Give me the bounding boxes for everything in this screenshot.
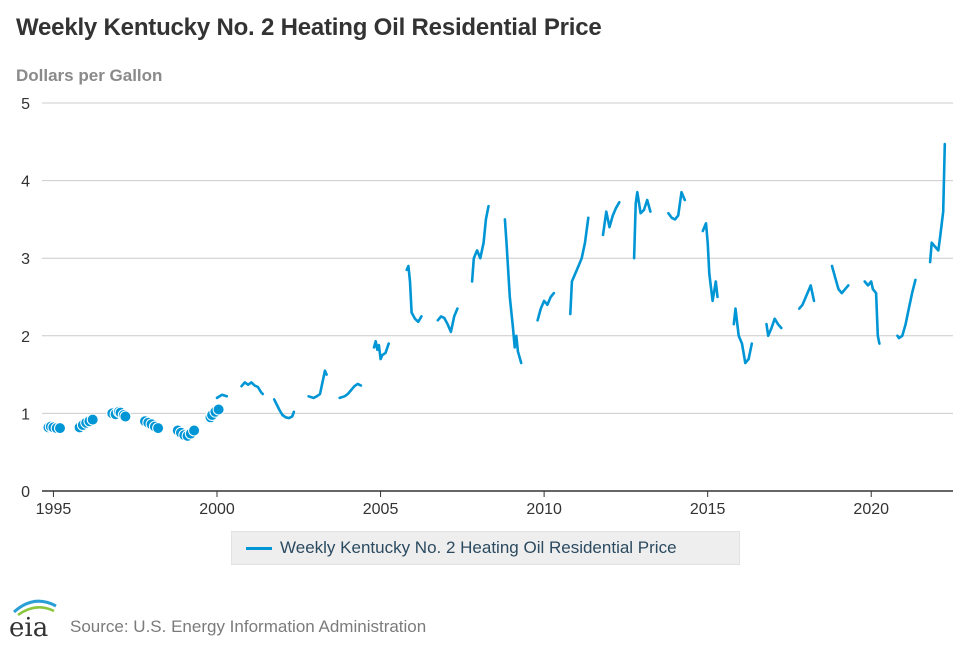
series-line-segment-16 <box>732 307 754 365</box>
series-line-segment-13 <box>632 190 652 260</box>
source-note: Source: U.S. Energy Information Administ… <box>70 617 427 636</box>
y-tick-label: 3 <box>21 251 30 268</box>
y-axis-ticks: 0 1 2 3 4 5 <box>21 96 30 501</box>
series-price <box>42 142 947 442</box>
series-line-segment-18 <box>798 284 816 310</box>
svg-text:eia: eia <box>9 613 48 640</box>
y-tick-label: 5 <box>21 96 30 113</box>
series-line-segment-12 <box>601 201 621 237</box>
series-line-segment-20 <box>863 280 881 345</box>
y-tick-label: 0 <box>21 484 30 501</box>
series-line-segment-19 <box>830 264 850 295</box>
x-tick-label: 2010 <box>526 501 562 518</box>
y-tick-label: 1 <box>21 406 30 423</box>
series-line-segment-11 <box>569 216 590 316</box>
data-point-15 <box>119 410 132 423</box>
chart-title: Weekly Kentucky No. 2 Heating Oil Reside… <box>16 14 602 41</box>
series-line-segment-15 <box>701 222 719 303</box>
data-point-9 <box>86 413 99 426</box>
legend-label: Weekly Kentucky No. 2 Heating Oil Reside… <box>280 538 677 557</box>
series-line-segment-8 <box>470 204 490 283</box>
series-line-segment-22 <box>928 142 947 264</box>
x-axis: 1995 2000 2005 2010 2015 2020 <box>36 490 953 518</box>
eia-logo-icon: eia <box>9 599 57 640</box>
y-tick-label: 4 <box>21 174 30 191</box>
series-line-segment-7 <box>436 307 459 334</box>
series-line-segment-0 <box>215 393 229 400</box>
chart-plot: 0 1 2 3 4 5 1995 2000 2005 2010 2015 2020 Dollars … <box>16 66 953 518</box>
data-point-20 <box>152 422 165 435</box>
x-tick-label: 2000 <box>199 501 235 518</box>
y-tick-label: 2 <box>21 329 30 346</box>
x-tick-label: 2015 <box>690 501 726 518</box>
data-point-30 <box>212 403 225 416</box>
series-line-segment-4 <box>338 382 363 400</box>
series-line-segment-2 <box>272 398 296 420</box>
x-tick-label: 2005 <box>363 501 399 518</box>
legend[interactable]: Weekly Kentucky No. 2 Heating Oil Reside… <box>231 531 740 565</box>
series-line-segment-21 <box>896 278 917 340</box>
series-line-segment-1 <box>240 381 265 396</box>
data-point-26 <box>188 424 201 437</box>
data-point-4 <box>54 422 66 435</box>
series-line-segment-6 <box>405 264 423 324</box>
series-line-segment-3 <box>307 369 328 400</box>
series-line-segment-10 <box>536 291 556 322</box>
legend-swatch <box>246 546 272 550</box>
grid-lines <box>42 102 953 414</box>
x-tick-label: 1995 <box>36 501 72 518</box>
series-line-segment-5 <box>372 339 390 361</box>
series-line-segment-9 <box>503 218 523 365</box>
series-line-segment-17 <box>765 317 783 338</box>
x-tick-label: 2020 <box>853 501 889 518</box>
series-line-segment-14 <box>667 190 687 221</box>
y-axis-label: Dollars per Gallon <box>16 66 162 85</box>
